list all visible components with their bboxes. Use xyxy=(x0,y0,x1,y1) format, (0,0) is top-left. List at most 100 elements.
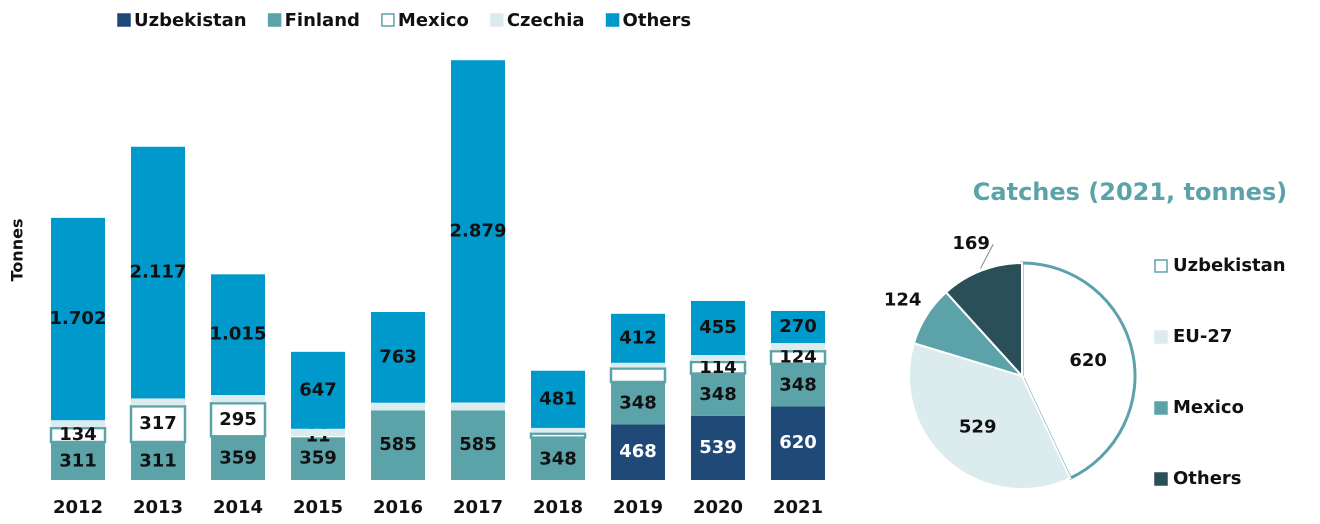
data-label: 124 xyxy=(884,289,922,310)
data-label: 412 xyxy=(619,327,657,348)
bar-segment xyxy=(451,410,505,480)
pie-slice xyxy=(1020,261,1137,481)
x-tick-label: 2015 xyxy=(293,497,343,518)
bar-segment xyxy=(451,402,505,411)
legend-swatch xyxy=(117,13,131,27)
x-tick-label: 2019 xyxy=(613,497,663,518)
bar-segment xyxy=(51,443,105,480)
legend-swatch xyxy=(381,13,395,27)
bar-segment xyxy=(611,313,665,363)
pie-title: Catches (2021, tonnes) xyxy=(973,178,1287,206)
bar-segment xyxy=(371,312,425,403)
x-tick-label: 2012 xyxy=(53,497,103,518)
data-label: 311 xyxy=(139,451,177,472)
data-label: 585 xyxy=(459,434,497,455)
legend-swatch xyxy=(1154,259,1168,273)
pie-slice xyxy=(944,261,1023,379)
bar-segment xyxy=(451,60,505,403)
bar-segment xyxy=(691,415,745,480)
data-label: 114 xyxy=(699,357,737,378)
data-label: 348 xyxy=(619,393,657,414)
legend-label: EU-27 xyxy=(1173,326,1232,347)
x-tick-label: 2018 xyxy=(533,497,583,518)
x-tick-label: 2017 xyxy=(453,497,503,518)
legend-label: Mexico xyxy=(398,10,469,31)
data-label: 763 xyxy=(379,346,417,367)
data-label: 270 xyxy=(779,316,817,337)
bar-segment xyxy=(129,405,187,444)
x-tick-label: 2016 xyxy=(373,497,423,518)
data-label: 311 xyxy=(59,451,97,472)
bar-segment xyxy=(689,360,747,375)
x-tick-label: 2020 xyxy=(693,497,743,518)
bar-segment xyxy=(131,146,185,399)
data-label: 359 xyxy=(299,448,337,469)
data-label: 295 xyxy=(219,409,257,430)
data-label: 468 xyxy=(619,441,657,462)
bar-segment xyxy=(211,274,265,395)
x-tick-label: 2014 xyxy=(213,497,263,518)
legend-swatch xyxy=(605,13,620,27)
leader-line xyxy=(980,243,994,269)
data-label: 169 xyxy=(952,233,990,254)
data-label: 348 xyxy=(539,448,577,469)
legend-label: Uzbekistan xyxy=(134,10,247,31)
data-label: 585 xyxy=(379,434,417,455)
data-label: 348 xyxy=(779,375,817,396)
bar-segment xyxy=(691,374,745,416)
bar-segment xyxy=(609,367,667,384)
x-tick-label: 2013 xyxy=(133,497,183,518)
data-label: 620 xyxy=(779,432,817,453)
legend-label: Finland xyxy=(285,10,360,31)
legend-swatch xyxy=(1154,401,1168,415)
bar-segment xyxy=(291,437,345,480)
y-axis-label: Tonnes xyxy=(8,219,27,282)
bar-segment xyxy=(371,410,425,480)
bar-segment xyxy=(691,300,745,356)
data-label: 124 xyxy=(779,347,817,368)
bar-segment xyxy=(771,343,825,351)
bar-segment xyxy=(209,401,267,438)
data-label: 647 xyxy=(299,379,337,400)
bar-segment xyxy=(611,382,665,425)
bar-segment xyxy=(611,362,665,368)
data-label: 539 xyxy=(699,437,737,458)
legend-label: Others xyxy=(1173,468,1242,489)
legend-swatch xyxy=(1154,330,1168,344)
legend-label: Mexico xyxy=(1173,397,1244,418)
bar-segment xyxy=(371,402,425,411)
bar-segment xyxy=(51,217,105,421)
legend-label: Others xyxy=(623,10,692,31)
data-label: 134 xyxy=(59,424,97,445)
bar-segment xyxy=(531,427,585,433)
bar-segment xyxy=(211,394,265,403)
bar-segment xyxy=(691,355,745,361)
bar-segment xyxy=(211,437,265,480)
bar-segment xyxy=(291,351,345,429)
bar-segment xyxy=(131,398,185,406)
data-label: 529 xyxy=(959,416,997,437)
bar-segment xyxy=(49,426,107,444)
data-label: 1.015 xyxy=(210,324,267,345)
legend-label: Uzbekistan xyxy=(1173,255,1286,276)
bar-segment xyxy=(131,443,185,480)
legend-swatch xyxy=(267,13,282,27)
legend-swatch xyxy=(490,13,504,27)
bar-segment xyxy=(531,438,585,480)
bar-segment xyxy=(291,428,345,437)
bar-segment xyxy=(769,349,827,366)
data-label: 2.117 xyxy=(130,262,187,283)
data-label: 348 xyxy=(699,384,737,405)
legend-label: Czechia xyxy=(507,10,585,31)
bar-segment xyxy=(611,424,665,480)
x-tick-label: 2021 xyxy=(773,497,823,518)
bar-segment xyxy=(531,370,585,428)
bar-segment xyxy=(51,420,105,428)
legend-swatch xyxy=(1154,472,1168,486)
bar-segment xyxy=(529,432,587,439)
pie-slice xyxy=(908,341,1072,490)
data-label: 317 xyxy=(139,413,177,434)
data-label: 359 xyxy=(219,448,257,469)
bar-segment xyxy=(771,406,825,480)
